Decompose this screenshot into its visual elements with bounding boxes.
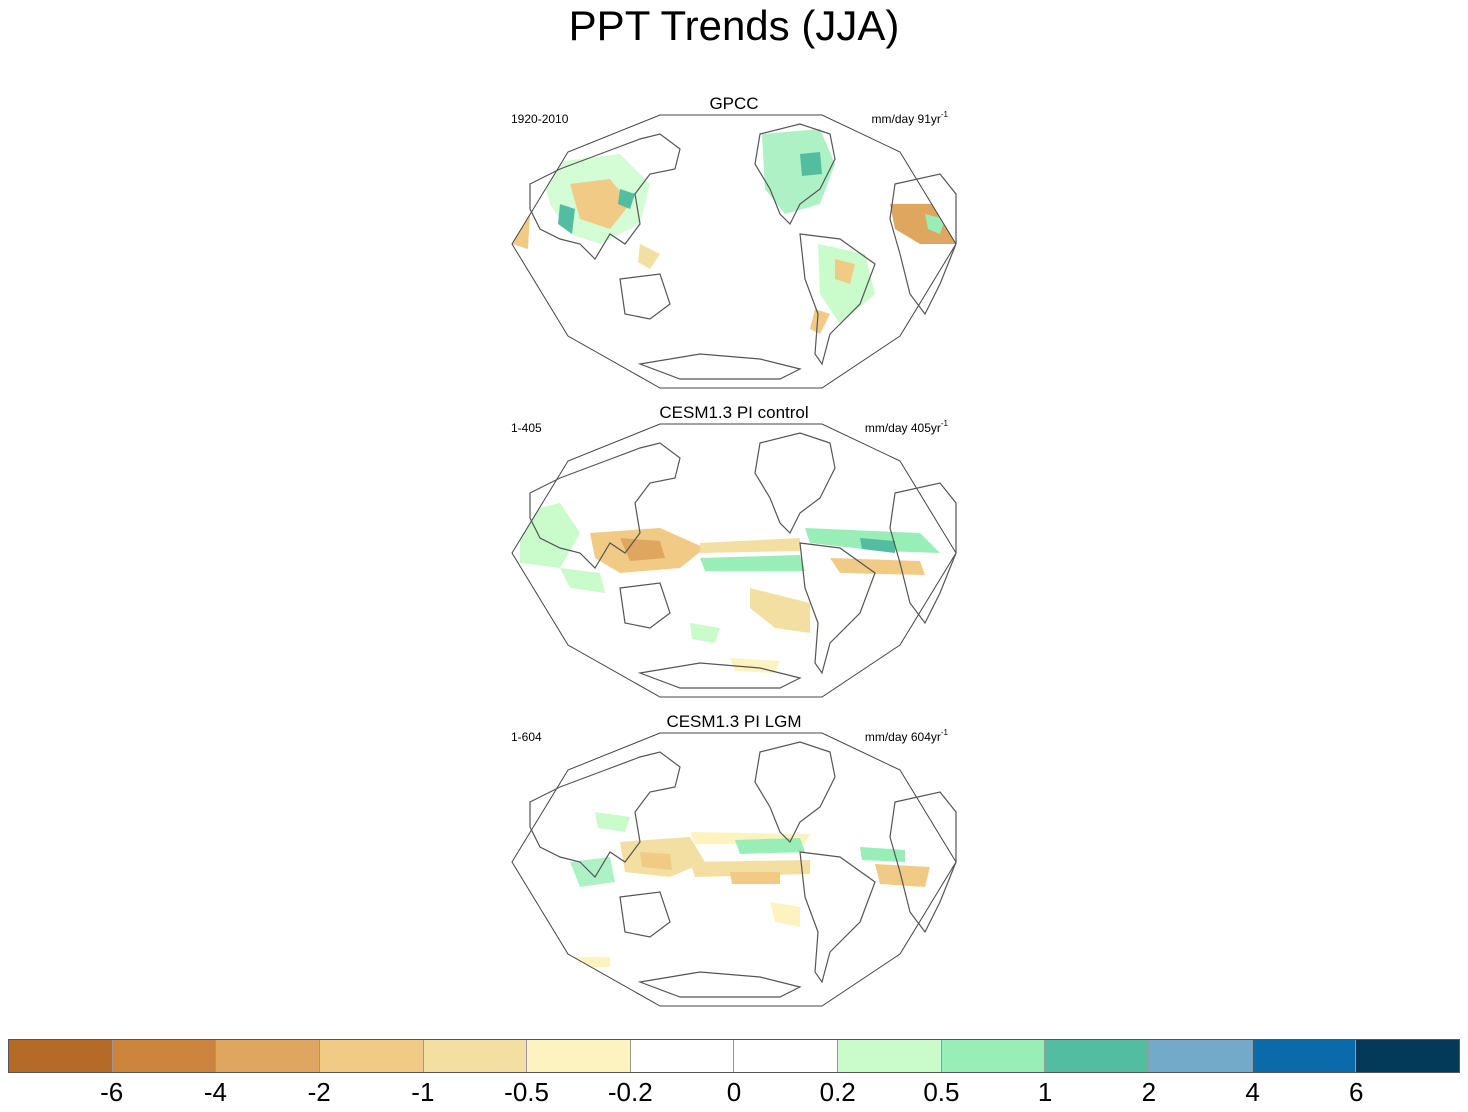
trend-patch [520, 503, 580, 568]
trend-patch [770, 902, 800, 927]
trend-patch [700, 538, 800, 553]
world-map-pi-control [511, 423, 957, 698]
colorbar-swatch [1252, 1040, 1357, 1072]
colorbar-tick-label: 0.5 [923, 1077, 960, 1107]
trend-patch [618, 189, 635, 209]
coastlines [529, 741, 957, 998]
colorbar-swatch [734, 1040, 839, 1072]
coastlines [529, 123, 957, 380]
colorbar-tick-label: -4 [203, 1077, 227, 1107]
units-label: mm/day 91yr-1 [871, 110, 948, 126]
panel-title: CESM1.3 PI LGM [666, 712, 802, 731]
colorbar-tick-label: 0.2 [819, 1077, 856, 1107]
colorbar-swatch [838, 1040, 942, 1072]
trend-patch [730, 872, 780, 884]
trend-patch [830, 558, 925, 575]
figure-title: PPT Trends (JJA) [568, 2, 900, 49]
trend-patch [860, 538, 895, 553]
trend-patch [860, 847, 905, 862]
trend-patch [570, 179, 630, 229]
units-label: mm/day 604yr-1 [864, 728, 948, 744]
trend-patch [690, 623, 720, 643]
trend-patch [800, 152, 822, 176]
panel-title: CESM1.3 PI control [659, 403, 809, 422]
trend-patch [595, 812, 630, 832]
colorbar-tick-label: 2 [1141, 1077, 1157, 1107]
colorbar-swatch [216, 1040, 320, 1072]
colorbar-tick-label: 6 [1349, 1077, 1364, 1107]
trend-patch [810, 309, 830, 334]
map-panel-cesm-pi-lgm: CESM1.3 PI LGM 1-604 mm/day 604yr-1 [500, 712, 968, 1012]
trend-patch [730, 658, 780, 673]
colorbar-swatch [941, 1040, 1046, 1072]
trend-patch [835, 259, 855, 284]
colorbar-tick-label: -6 [100, 1077, 124, 1107]
trend-patch [735, 838, 805, 854]
trend-patch [558, 204, 575, 234]
trend-patch [875, 864, 930, 887]
colorbar-swatch [423, 1040, 528, 1072]
period-label: 1-604 [511, 730, 542, 744]
trend-patch [700, 555, 805, 571]
map-panel-gpcc: GPCC 1920-2010 mm/day 91yr-1 [500, 94, 968, 394]
colorbar-swatch [1356, 1040, 1459, 1072]
trend-patch [638, 244, 660, 269]
map-boundary [511, 732, 957, 1007]
colorbar-tick-label: -2 [307, 1077, 331, 1107]
colorbar-swatch [630, 1040, 735, 1072]
colorbar-tick-label: 4 [1245, 1077, 1260, 1107]
map-boundary [511, 423, 957, 698]
colorbar-swatch [1045, 1040, 1150, 1072]
period-label: 1920-2010 [511, 112, 569, 126]
panel-title: GPCC [709, 94, 759, 113]
colorbar-tick-label: -0.2 [607, 1077, 653, 1107]
map-panel-cesm-pi-control: CESM1.3 PI control 1-405 mm/day 405yr-1 [500, 403, 968, 703]
colorbar-swatch [112, 1040, 217, 1072]
trend-patch [762, 129, 835, 214]
colorbar-tick-label: -0.5 [504, 1077, 549, 1107]
trend-patch [818, 244, 875, 324]
world-map-gpcc [511, 114, 957, 389]
colorbar-tick-label: -1 [411, 1077, 435, 1107]
colorbar-tick-label: 1 [1037, 1077, 1053, 1107]
colorbar [8, 1039, 1460, 1073]
colorbar-swatch [1149, 1040, 1253, 1072]
trend-patch [640, 852, 672, 870]
map-boundary [511, 114, 957, 389]
trend-patch [925, 214, 945, 234]
colorbar-tick-label: 0 [726, 1077, 742, 1107]
colorbar-swatch [319, 1040, 424, 1072]
colorbar-swatch [527, 1040, 631, 1072]
colorbar-swatch [9, 1040, 113, 1072]
trend-patch [890, 204, 956, 244]
coastlines [529, 432, 957, 689]
trend-patch [570, 857, 615, 887]
world-map-pi-lgm [511, 732, 957, 1007]
period-label: 1-405 [511, 421, 542, 435]
trend-patch [750, 588, 810, 633]
units-label: mm/day 405yr-1 [864, 419, 948, 435]
trend-patch [560, 957, 610, 967]
trend-patch [560, 568, 605, 593]
